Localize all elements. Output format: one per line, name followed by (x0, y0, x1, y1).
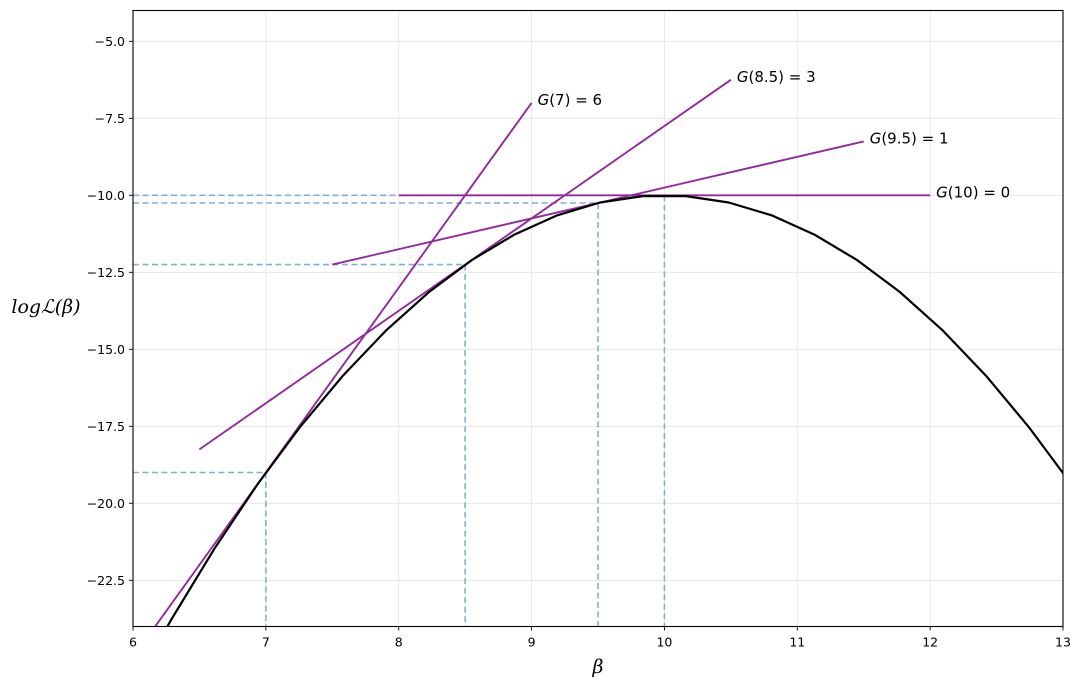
plot-content (133, 79, 1063, 627)
y-tick-label: −12.5 (87, 265, 125, 280)
annotations: G(7) = 6 G(8.5) = 3 G(9.5) = 1 G(10) = 0 (538, 68, 1011, 202)
x-tick-label: 7 (262, 635, 270, 650)
axes-frame (132, 9, 1064, 628)
tangent-annotation: G(9.5) = 1 (870, 129, 949, 147)
x-tick-label: 13 (1055, 635, 1071, 650)
tangent-annotation: G(7) = 6 (538, 91, 603, 109)
likelihood-curve (166, 195, 1063, 627)
y-tick-label: −20.0 (87, 496, 125, 511)
x-tick-label: 9 (528, 635, 536, 650)
y-tick-label: −15.0 (87, 342, 125, 357)
x-axis-label: β (592, 656, 604, 678)
x-tick-label: 11 (789, 635, 805, 650)
y-tick-label: −17.5 (87, 419, 125, 434)
y-axis-label: logℒ(β) (11, 296, 80, 318)
y-tick-label: −22.5 (87, 573, 125, 588)
x-tick-label: 8 (395, 635, 403, 650)
tangent-annotation: G(8.5) = 3 (737, 68, 816, 86)
y-tick-label: −5.0 (95, 34, 125, 49)
x-tick-label: 10 (656, 635, 672, 650)
y-tick-label: −7.5 (95, 111, 125, 126)
x-tick-label: 6 (129, 635, 137, 650)
y-axis: −5.0 −7.5 −10.0 −12.5 −15.0 −17.5 −20.0 −22.5 (87, 34, 133, 588)
tangent-annotation: G(10) = 0 (936, 183, 1010, 201)
y-tick-label: −10.0 (87, 188, 125, 203)
x-tick-label: 12 (922, 635, 938, 650)
x-axis: 6 7 8 9 10 11 12 13 (129, 626, 1071, 650)
